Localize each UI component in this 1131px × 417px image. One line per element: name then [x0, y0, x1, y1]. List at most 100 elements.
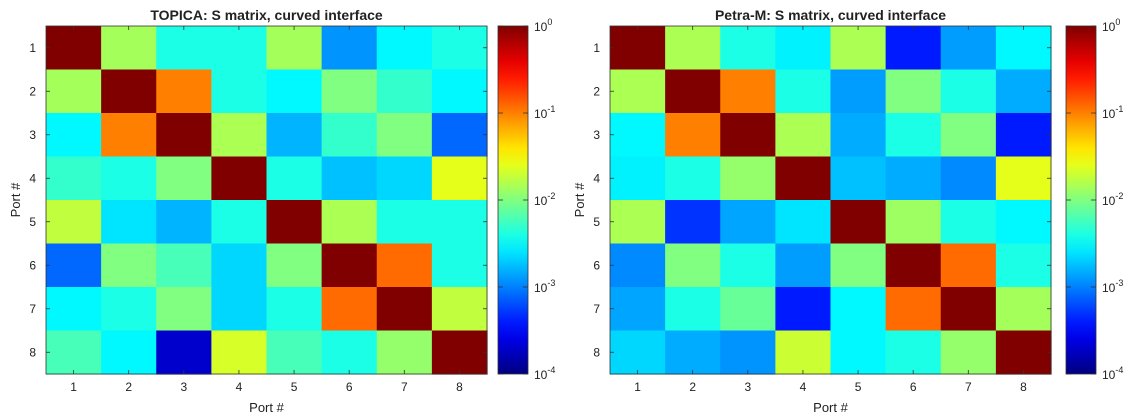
topica-cell-r1-c8	[431, 26, 488, 71]
topica-ytick-label: 5	[29, 215, 36, 229]
topica-cell-r7-c5	[266, 287, 323, 332]
topica-cell-r3-c1	[46, 113, 102, 158]
topica-cell-r4-c7	[376, 156, 433, 201]
petra-m-cell-r1-c6	[885, 26, 942, 71]
petra-m-cell-r3-c2	[665, 113, 721, 158]
petra-m-cell-r5-c6	[885, 200, 942, 245]
topica-title: TOPICA: S matrix, curved interface	[150, 7, 383, 23]
topica-cell-r2-c4	[211, 69, 268, 114]
topica-cell-r7-c2	[101, 287, 157, 332]
topica-cell-r3-c5	[266, 113, 323, 158]
petra-m-ytick-label: 6	[593, 258, 600, 272]
petra-m-xtick-label: 5	[855, 380, 862, 394]
topica-cell-r5-c3	[156, 200, 212, 245]
topica-colorbar-tick-label: 10-3	[534, 278, 555, 295]
topica-colorbar-tick-label: 100	[534, 17, 552, 34]
petra-m-cell-r8-c8	[995, 330, 1052, 375]
topica-cell-r2-c1	[46, 69, 102, 114]
topica-cell-r7-c1	[46, 287, 102, 332]
petra-m-cell-r8-c3	[720, 330, 776, 375]
petra-m-cell-r8-c4	[775, 330, 832, 375]
petra-m-xtick-label: 8	[1020, 380, 1027, 394]
topica-cell-r6-c7	[376, 243, 433, 288]
topica-cell-r4-c3	[156, 156, 212, 201]
petra-m-cell-r1-c5	[830, 26, 887, 71]
topica-cell-r3-c6	[321, 113, 378, 158]
topica-cell-r2-c3	[156, 69, 212, 114]
petra-m-cell-r4-c2	[665, 156, 721, 201]
petra-m-cell-r1-c7	[940, 26, 997, 71]
petra-m-ytick-label: 3	[593, 128, 600, 142]
topica-ytick-label: 2	[29, 84, 36, 98]
petra-m-colorbar-tick-label: 10-4	[1102, 365, 1123, 382]
topica-colorbar-tick-label: 10-4	[534, 365, 555, 382]
topica-cell-r4-c5	[266, 156, 323, 201]
topica-ytick-label: 4	[29, 171, 36, 185]
topica-colorbar-tick-label: 10-1	[534, 104, 555, 121]
petra-m-xtick-label: 1	[634, 380, 641, 394]
petra-m-cell-r4-c5	[830, 156, 887, 201]
topica-cell-r8-c4	[211, 330, 268, 375]
petra-m-cell-r7-c1	[610, 287, 666, 332]
petra-m-cell-r8-c7	[940, 330, 997, 375]
petra-m-cell-r3-c1	[610, 113, 666, 158]
petra-m-panel: Petra-M: S matrix, curved interface 1 2 3 4 5…	[572, 7, 1123, 415]
topica-xtick-label: 6	[346, 380, 353, 394]
topica-panel: TOPICA: S matrix, curved interface 1 2 3 4 5 6…	[8, 7, 555, 415]
petra-m-cell-r4-c1	[610, 156, 666, 201]
topica-cell-r7-c3	[156, 287, 212, 332]
petra-m-xlabel: Port #	[813, 400, 848, 415]
topica-cell-r6-c2	[101, 243, 157, 288]
topica-cell-r7-c8	[431, 287, 488, 332]
topica-cell-r3-c8	[431, 113, 488, 158]
topica-cell-r3-c2	[101, 113, 157, 158]
topica-cell-r4-c2	[101, 156, 157, 201]
petra-m-cell-r5-c5	[830, 200, 887, 245]
topica-cell-r6-c4	[211, 243, 268, 288]
topica-cell-r2-c6	[321, 69, 378, 114]
petra-m-cell-r5-c8	[995, 200, 1052, 245]
topica-cell-r5-c5	[266, 200, 323, 245]
topica-cell-r2-c8	[431, 69, 488, 114]
topica-cell-r1-c4	[211, 26, 268, 71]
topica-cell-r7-c4	[211, 287, 268, 332]
petra-m-cell-r4-c4	[775, 156, 832, 201]
topica-cell-r2-c2	[101, 69, 157, 114]
petra-m-cell-r5-c2	[665, 200, 721, 245]
petra-m-cell-r6-c5	[830, 243, 887, 288]
petra-m-ytick-label: 2	[593, 84, 600, 98]
topica-cell-r7-c6	[321, 287, 378, 332]
topica-xtick-label: 4	[236, 380, 243, 394]
topica-colorbar-tick-label: 10-2	[534, 191, 555, 208]
petra-m-colorbar-tick-label: 100	[1102, 17, 1120, 34]
petra-m-cell-r8-c2	[665, 330, 721, 375]
petra-m-cell-r6-c1	[610, 243, 666, 288]
topica-cell-r5-c1	[46, 200, 102, 245]
topica-cell-r8-c5	[266, 330, 323, 375]
topica-xtick-label: 2	[125, 380, 132, 394]
topica-cell-r4-c6	[321, 156, 378, 201]
petra-m-ytick-label: 5	[593, 215, 600, 229]
topica-cell-r5-c7	[376, 200, 433, 245]
petra-m-cell-r3-c6	[885, 113, 942, 158]
petra-m-colorbar-tick-label: 10-2	[1102, 191, 1123, 208]
petra-m-cell-r2-c1	[610, 69, 666, 114]
topica-cell-r7-c7	[376, 287, 433, 332]
petra-m-ytick-label: 7	[593, 302, 600, 316]
petra-m-cell-r5-c4	[775, 200, 832, 245]
petra-m-colorbar-tick-label: 10-3	[1102, 278, 1123, 295]
petra-m-cell-r1-c8	[995, 26, 1052, 71]
topica-ytick-label: 1	[29, 41, 36, 55]
topica-cell-r1-c7	[376, 26, 433, 71]
topica-cell-r2-c5	[266, 69, 323, 114]
petra-m-cell-r1-c2	[665, 26, 721, 71]
petra-m-cell-r5-c7	[940, 200, 997, 245]
petra-m-cell-r6-c2	[665, 243, 721, 288]
petra-m-cell-r7-c7	[940, 287, 997, 332]
petra-m-cell-r1-c1	[610, 26, 666, 71]
petra-m-xtick-label: 3	[744, 380, 751, 394]
topica-cell-r3-c4	[211, 113, 268, 158]
topica-cell-r8-c3	[156, 330, 212, 375]
topica-cell-r5-c6	[321, 200, 378, 245]
